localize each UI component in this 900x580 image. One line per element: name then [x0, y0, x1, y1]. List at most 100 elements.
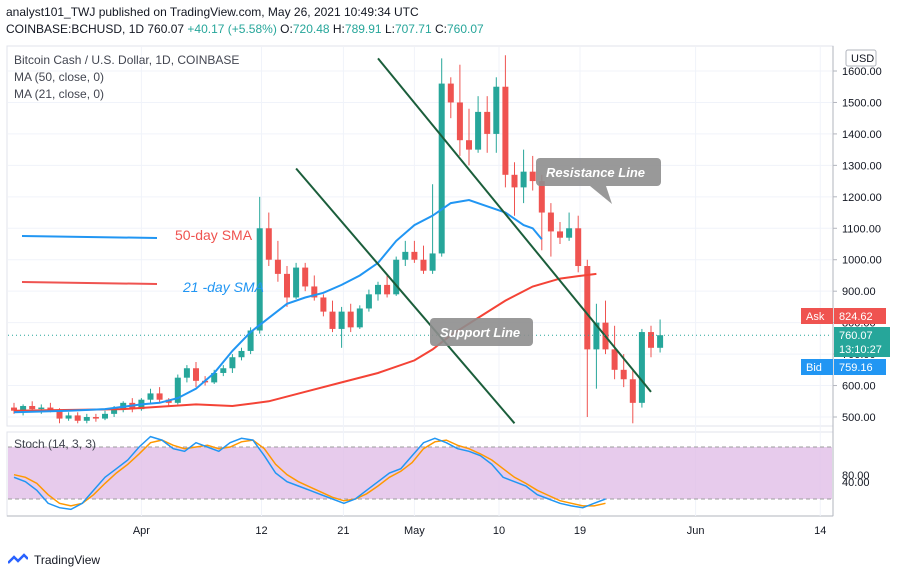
resistance-trendline[interactable]	[377, 57, 652, 393]
candle	[411, 240, 418, 263]
close-label: C:	[435, 22, 447, 36]
candle	[338, 306, 345, 348]
time-tick-label: 14	[814, 525, 826, 537]
candle	[493, 77, 500, 153]
bid-tag-label: Bid	[806, 362, 822, 374]
high-label: H:	[332, 22, 345, 36]
bid-price: 759.16	[839, 362, 873, 374]
candle-body	[575, 228, 582, 267]
stoch-tick-40: 40.00	[842, 477, 870, 489]
candle-body	[92, 417, 99, 419]
candle-body	[566, 228, 573, 238]
candle-body	[47, 407, 54, 411]
candle-body	[584, 266, 591, 350]
candle	[538, 174, 545, 251]
candle-body	[20, 405, 27, 411]
candle-body	[174, 377, 181, 403]
candle	[638, 328, 645, 408]
candle-body	[102, 413, 108, 419]
candle	[584, 259, 591, 417]
support-callout-label: Support Line	[440, 325, 520, 340]
candle-body	[329, 311, 336, 329]
candle-body	[302, 267, 309, 287]
candle	[547, 203, 554, 257]
candle	[557, 221, 563, 244]
time-tick-label: 21	[337, 525, 349, 537]
candle	[447, 77, 454, 119]
candle-body	[611, 349, 618, 370]
candle	[329, 300, 336, 333]
high-value: 789.91	[344, 22, 382, 36]
candle	[356, 305, 363, 329]
footer: TradingView	[8, 553, 100, 567]
candle-body	[557, 231, 563, 238]
candle	[420, 245, 427, 274]
candle-body	[83, 417, 90, 421]
support-callout-box[interactable]	[430, 318, 533, 346]
currency-box[interactable]	[845, 49, 877, 67]
candle-body	[193, 368, 199, 381]
time-tick-label: 10	[493, 525, 505, 537]
ask-tag	[801, 308, 833, 324]
candle	[511, 162, 518, 216]
candle-body	[256, 228, 263, 331]
price-tick-label: 900.00	[842, 286, 876, 298]
main-pane[interactable]	[6, 45, 834, 427]
candle-body	[74, 415, 81, 421]
candle-body	[638, 332, 645, 403]
candle-body	[147, 393, 154, 400]
candle-body	[11, 407, 17, 411]
candle	[602, 300, 609, 355]
price-axis[interactable]: 1600.00 1500.00 1400.00 1300.00 1200.00 1100.…	[833, 66, 882, 424]
candle-body	[211, 372, 218, 383]
open-label: O:	[280, 22, 293, 36]
ma50-line	[13, 272, 597, 412]
candle-body	[384, 284, 391, 295]
candle	[320, 294, 327, 317]
ma21-line	[13, 198, 543, 414]
price-tick-label: 500.00	[842, 412, 876, 424]
price-tick-label: 1100.00	[842, 223, 881, 235]
tradingview-logo-icon	[8, 553, 28, 564]
candle-body	[420, 259, 427, 271]
candle-body	[620, 369, 627, 380]
candle	[102, 410, 108, 421]
candles-group	[11, 55, 664, 424]
last-price: 760.07	[147, 22, 185, 36]
candle-body	[547, 212, 554, 232]
candle-body	[274, 259, 281, 274]
candle-body	[229, 357, 236, 369]
time-tick-label: 12	[255, 525, 267, 537]
candle	[384, 275, 391, 298]
candle	[593, 303, 600, 389]
legend-ma50: MA (50, close, 0)	[14, 70, 104, 84]
candle-body	[38, 407, 45, 410]
support-trendline[interactable]	[295, 167, 516, 424]
candle-body	[375, 284, 381, 295]
currency-label: USD	[851, 53, 874, 65]
candle	[502, 55, 509, 188]
resistance-callout-box[interactable]	[536, 158, 661, 186]
candle	[183, 365, 190, 383]
ask-tag-label: Ask	[806, 311, 825, 323]
candle	[520, 149, 527, 204]
candle	[575, 215, 582, 273]
candle	[648, 325, 654, 358]
publish-info: analyst101_TWJ published on TradingView.…	[6, 5, 419, 19]
sma21-annotation-line	[21, 281, 158, 285]
time-axis[interactable]: Apr 12 21 May 10 19 Jun 14	[133, 525, 827, 537]
bar-countdown: 13:10:27	[839, 344, 882, 356]
candle	[229, 354, 236, 373]
candle-body	[183, 368, 190, 378]
low-label: L:	[384, 22, 395, 36]
candle-body	[338, 311, 345, 329]
time-tick-label: May	[404, 525, 425, 537]
sma50-annotation: 50-day SMA	[175, 227, 253, 243]
candle	[484, 96, 491, 153]
ask-price-tag	[834, 308, 886, 324]
candle	[566, 212, 573, 241]
price-tick-label: 1200.00	[842, 192, 882, 204]
candle-body	[284, 273, 290, 298]
candle	[402, 240, 409, 267]
